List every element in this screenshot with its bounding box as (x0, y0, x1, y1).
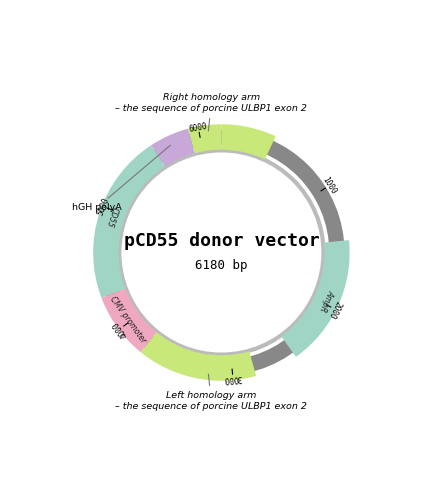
Wedge shape (93, 145, 165, 298)
Wedge shape (102, 289, 157, 352)
Text: Left homology arm
– the sequence of porcine ULBP1 exon 2: Left homology arm – the sequence of porc… (115, 374, 307, 410)
Text: 3000: 3000 (223, 373, 243, 384)
Text: hGH polyA: hGH polyA (73, 146, 170, 212)
Wedge shape (141, 332, 256, 380)
Wedge shape (151, 128, 194, 166)
Text: 1000: 1000 (320, 176, 338, 196)
Wedge shape (188, 124, 221, 154)
Wedge shape (281, 240, 349, 357)
Wedge shape (221, 124, 276, 160)
Text: 6180 bp: 6180 bp (195, 260, 248, 272)
Text: 2000: 2000 (327, 298, 343, 320)
Text: pCD55 donor vector: pCD55 donor vector (124, 232, 319, 250)
Text: 4000: 4000 (111, 318, 130, 338)
Text: 6000: 6000 (188, 122, 208, 134)
Text: AmpR: AmpR (318, 288, 335, 312)
Text: Right homology arm
– the sequence of porcine ULBP1 exon 2: Right homology arm – the sequence of por… (115, 94, 307, 131)
Text: 5000: 5000 (96, 196, 111, 217)
Text: CD55: CD55 (104, 205, 119, 228)
Text: CMV promoter: CMV promoter (108, 295, 148, 345)
